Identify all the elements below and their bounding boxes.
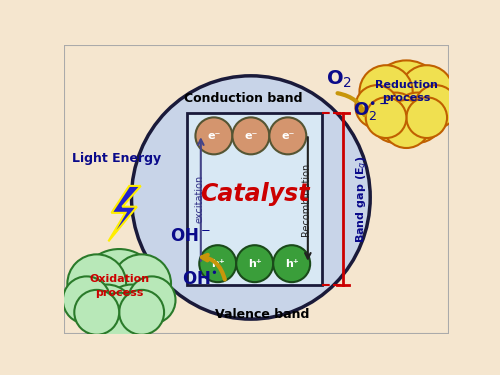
Circle shape <box>112 254 171 313</box>
Circle shape <box>92 293 146 346</box>
Circle shape <box>270 117 306 154</box>
Text: Recombination: Recombination <box>302 162 312 236</box>
Circle shape <box>273 245 310 282</box>
Circle shape <box>104 285 159 340</box>
Circle shape <box>63 276 110 324</box>
Circle shape <box>382 100 430 148</box>
FancyBboxPatch shape <box>64 45 449 334</box>
Bar <box>187 113 322 285</box>
Circle shape <box>400 65 454 118</box>
Polygon shape <box>108 186 141 242</box>
Text: h⁺: h⁺ <box>248 259 262 268</box>
Circle shape <box>370 93 420 143</box>
Text: Conduction band: Conduction band <box>184 92 302 105</box>
Text: OH$^-$: OH$^-$ <box>170 227 211 245</box>
Text: O$_2$: O$_2$ <box>326 69 352 90</box>
Text: e⁻: e⁻ <box>281 131 294 141</box>
Text: h⁺: h⁺ <box>285 259 298 268</box>
Circle shape <box>200 245 236 282</box>
Circle shape <box>360 65 412 118</box>
Circle shape <box>414 85 458 128</box>
Text: O$_2^{•-}$: O$_2^{•-}$ <box>354 99 390 122</box>
Text: Valence band: Valence band <box>215 308 309 321</box>
Text: excitation: excitation <box>194 175 204 223</box>
Circle shape <box>392 93 442 143</box>
Circle shape <box>356 85 399 128</box>
Circle shape <box>366 98 406 138</box>
Text: e⁻: e⁻ <box>207 131 220 141</box>
Circle shape <box>128 276 176 324</box>
Text: Catalyst: Catalyst <box>200 182 310 206</box>
Text: e⁻: e⁻ <box>244 131 258 141</box>
Circle shape <box>78 249 160 331</box>
Circle shape <box>79 285 134 340</box>
Circle shape <box>74 290 119 335</box>
Text: Reduction
process: Reduction process <box>375 80 438 103</box>
Circle shape <box>406 98 447 138</box>
Circle shape <box>370 60 444 134</box>
Circle shape <box>232 117 270 154</box>
Circle shape <box>68 254 126 313</box>
Text: Oxidation
process: Oxidation process <box>89 274 150 298</box>
Text: Light Energy: Light Energy <box>72 153 160 165</box>
Circle shape <box>119 290 164 335</box>
Text: OH$^•$: OH$^•$ <box>182 271 218 289</box>
Ellipse shape <box>132 76 370 319</box>
Text: h⁺: h⁺ <box>211 259 224 268</box>
Circle shape <box>236 245 273 282</box>
Circle shape <box>196 117 232 154</box>
Text: Band gap (E$_g$): Band gap (E$_g$) <box>355 155 371 243</box>
